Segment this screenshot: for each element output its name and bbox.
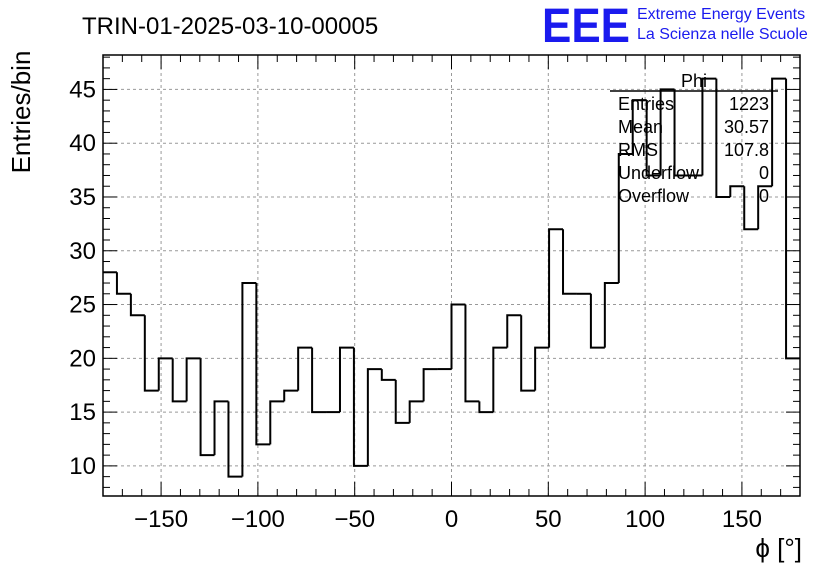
- x-tick-label: 50: [535, 506, 562, 533]
- histogram-bin: [380, 369, 396, 381]
- histogram-bin: [548, 228, 564, 348]
- histogram-bin: [366, 368, 382, 466]
- histogram-bin: [562, 229, 577, 295]
- x-tick-label: −100: [231, 506, 285, 533]
- histogram-bin: [241, 282, 257, 477]
- grid: [103, 55, 800, 496]
- stats-row-label: Overflow: [618, 186, 690, 206]
- histogram-bin: [311, 347, 327, 414]
- histogram-bin: [269, 400, 285, 445]
- stats-row-value: 1223: [729, 94, 769, 114]
- histogram-bin: [129, 293, 145, 317]
- x-tick-label: 100: [625, 506, 665, 533]
- histogram-bin: [199, 358, 215, 457]
- y-tick-label: 15: [69, 399, 96, 426]
- logo-line-2: La Scienza nelle Scuole: [637, 26, 808, 43]
- y-tick-label: 45: [69, 76, 96, 103]
- histogram-bin: [506, 314, 522, 348]
- histogram-bin: [408, 400, 424, 423]
- stats-row-value: 107.8: [724, 140, 769, 160]
- y-tick-label: 20: [69, 345, 96, 372]
- histogram-bin: [297, 346, 313, 391]
- histogram-bin: [673, 89, 689, 177]
- stats-row-label: Mean: [618, 117, 663, 137]
- histogram-bin: [394, 379, 410, 424]
- x-tick-label: 150: [722, 506, 762, 533]
- y-tick-label: 35: [69, 184, 96, 211]
- histogram-bin: [715, 78, 731, 198]
- histogram-bin: [213, 400, 229, 456]
- stats-row-label: RMS: [618, 140, 658, 160]
- histogram-bin: [645, 100, 661, 177]
- histogram-bin: [478, 401, 494, 414]
- histogram-bin: [171, 358, 187, 403]
- y-tick-label: 40: [69, 130, 96, 157]
- histogram-bin: [534, 346, 550, 391]
- histogram-bin: [157, 357, 173, 391]
- logo-line-1: Extreme Energy Events: [637, 6, 805, 23]
- histogram-bin: [743, 186, 759, 231]
- stats-row-value: 30.57: [724, 117, 769, 137]
- x-axis-label: ϕ [°]: [755, 533, 802, 563]
- y-axis-label: Entries/bin: [6, 51, 36, 174]
- histogram-bin: [338, 346, 354, 413]
- histogram-bin: [352, 347, 368, 467]
- histogram-bin: [659, 88, 675, 176]
- histogram-bin: [422, 368, 438, 402]
- histogram-bin: [603, 282, 619, 348]
- histogram-bin: [464, 304, 480, 403]
- stats-row-value: 0: [759, 186, 769, 206]
- histogram-bin: [255, 283, 271, 446]
- stats-row-value: 0: [759, 163, 769, 183]
- histogram-bin: [492, 346, 508, 413]
- histogram-bin: [143, 315, 159, 392]
- histogram-bin: [589, 293, 605, 349]
- stats-row-label: Underflow: [618, 163, 700, 183]
- eee-logo: EEE: [542, 0, 630, 53]
- x-tick-label: −150: [134, 506, 188, 533]
- histogram-bin: [701, 77, 717, 176]
- histogram-bin: [450, 303, 466, 370]
- histogram-series: [103, 77, 800, 478]
- y-tick-label: 30: [69, 238, 96, 265]
- x-tick-label: −50: [334, 506, 375, 533]
- stats-row-label: Entries: [618, 94, 674, 114]
- histogram-bin: [283, 389, 299, 402]
- histogram-bin: [185, 357, 201, 402]
- histogram-bin: [227, 401, 243, 478]
- stats-box-title: Phi: [681, 71, 707, 91]
- histogram-bin: [729, 185, 745, 197]
- histogram-bin: [771, 77, 787, 187]
- y-tick-label: 25: [69, 292, 96, 319]
- stats-box: Phi Entries 1223 Mean 30.57 RMS 107.8 Underflo…: [610, 71, 778, 206]
- x-tick-label: 0: [445, 506, 458, 533]
- chart-title: TRIN-01-2025-03-10-00005: [82, 13, 378, 40]
- histogram-bin: [617, 152, 633, 284]
- histogram-bin: [757, 185, 773, 230]
- y-tick-label: 10: [69, 453, 96, 480]
- histogram-bin: [631, 99, 647, 154]
- axes: −150 −100 −50 0 50 100 150 10 15 20 25 30 35 40 45: [69, 54, 801, 533]
- histogram-bin: [520, 315, 536, 392]
- histogram-bin: [115, 272, 131, 295]
- stats-box-rows: Entries 1223 Mean 30.57 RMS 107.8 Underflow 0 Ov…: [618, 94, 769, 206]
